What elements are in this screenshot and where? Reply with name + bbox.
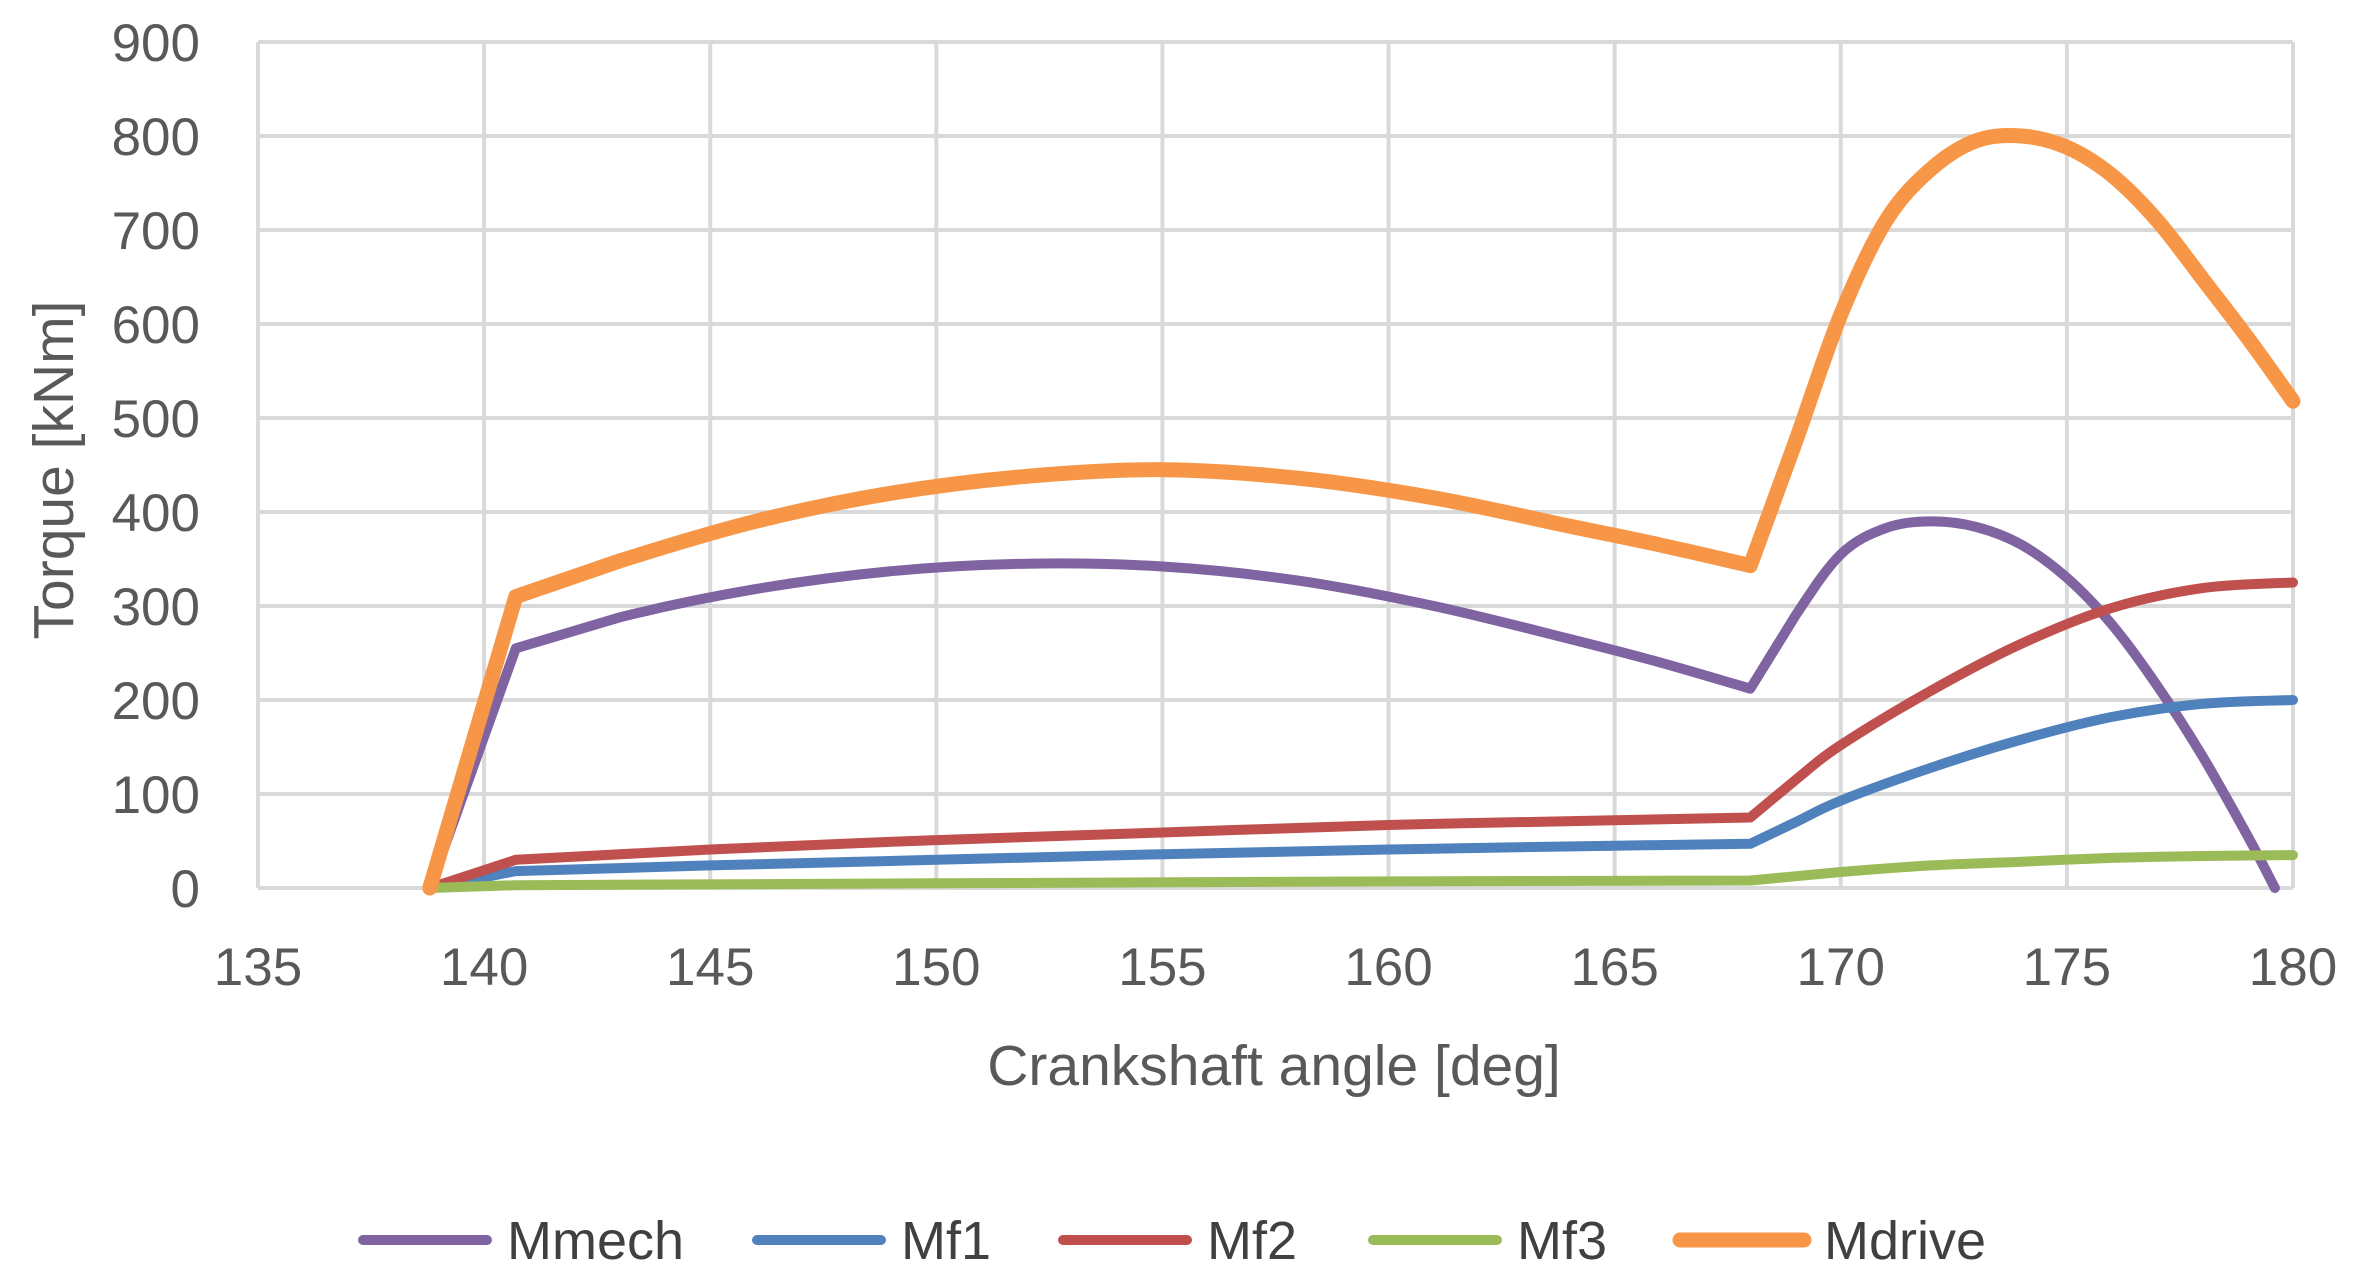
- x-tick-label: 150: [892, 938, 980, 997]
- y-tick-label: 900: [112, 14, 200, 73]
- y-tick-label: 200: [112, 672, 200, 731]
- x-tick-label: 155: [1118, 938, 1206, 997]
- legend-label-mf2: Mf2: [1207, 1211, 1297, 1271]
- series-line-mf2: [424, 577, 2298, 893]
- x-tick-label: 165: [1570, 938, 1658, 997]
- x-tick-label: 135: [214, 938, 302, 997]
- series-line-mf3: [424, 850, 2298, 893]
- legend-label-mdrive: Mdrive: [1824, 1211, 1986, 1271]
- series-line-mmech: [424, 516, 2280, 893]
- x-tick-label: 145: [666, 938, 754, 997]
- y-tick-label: 600: [112, 296, 200, 355]
- y-tick-label: 0: [171, 860, 200, 919]
- x-tick-label: 180: [2249, 938, 2337, 997]
- y-axis-title: Torque [kNm]: [22, 301, 86, 640]
- x-tick-label: 170: [1797, 938, 1885, 997]
- legend: Mmech Mf1 Mf2 Mf3 Mdrive: [358, 1211, 1986, 1271]
- legend-label-mf3: Mf3: [1517, 1211, 1607, 1271]
- x-tick-label: 160: [1344, 938, 1432, 997]
- y-tick-label: 400: [112, 484, 200, 543]
- x-tick-label: 140: [440, 938, 528, 997]
- tick-labels: 0 100 200 300 400 500 600 700 800 900 135 140 145 150…: [112, 14, 2338, 997]
- y-tick-label: 300: [112, 578, 200, 637]
- series-lines: [422, 127, 2301, 896]
- y-tick-label: 700: [112, 202, 200, 261]
- y-tick-label: 100: [112, 766, 200, 825]
- legend-label-mmech: Mmech: [507, 1211, 684, 1271]
- y-tick-label: 500: [112, 390, 200, 449]
- x-axis-title: Crankshaft angle [deg]: [987, 1034, 1561, 1098]
- y-tick-label: 800: [112, 108, 200, 167]
- x-tick-label: 175: [2023, 938, 2111, 997]
- series-line-mdrive: [422, 127, 2301, 896]
- grid: [256, 40, 2295, 890]
- series-line-mf1: [424, 695, 2298, 893]
- legend-label-mf1: Mf1: [901, 1211, 991, 1271]
